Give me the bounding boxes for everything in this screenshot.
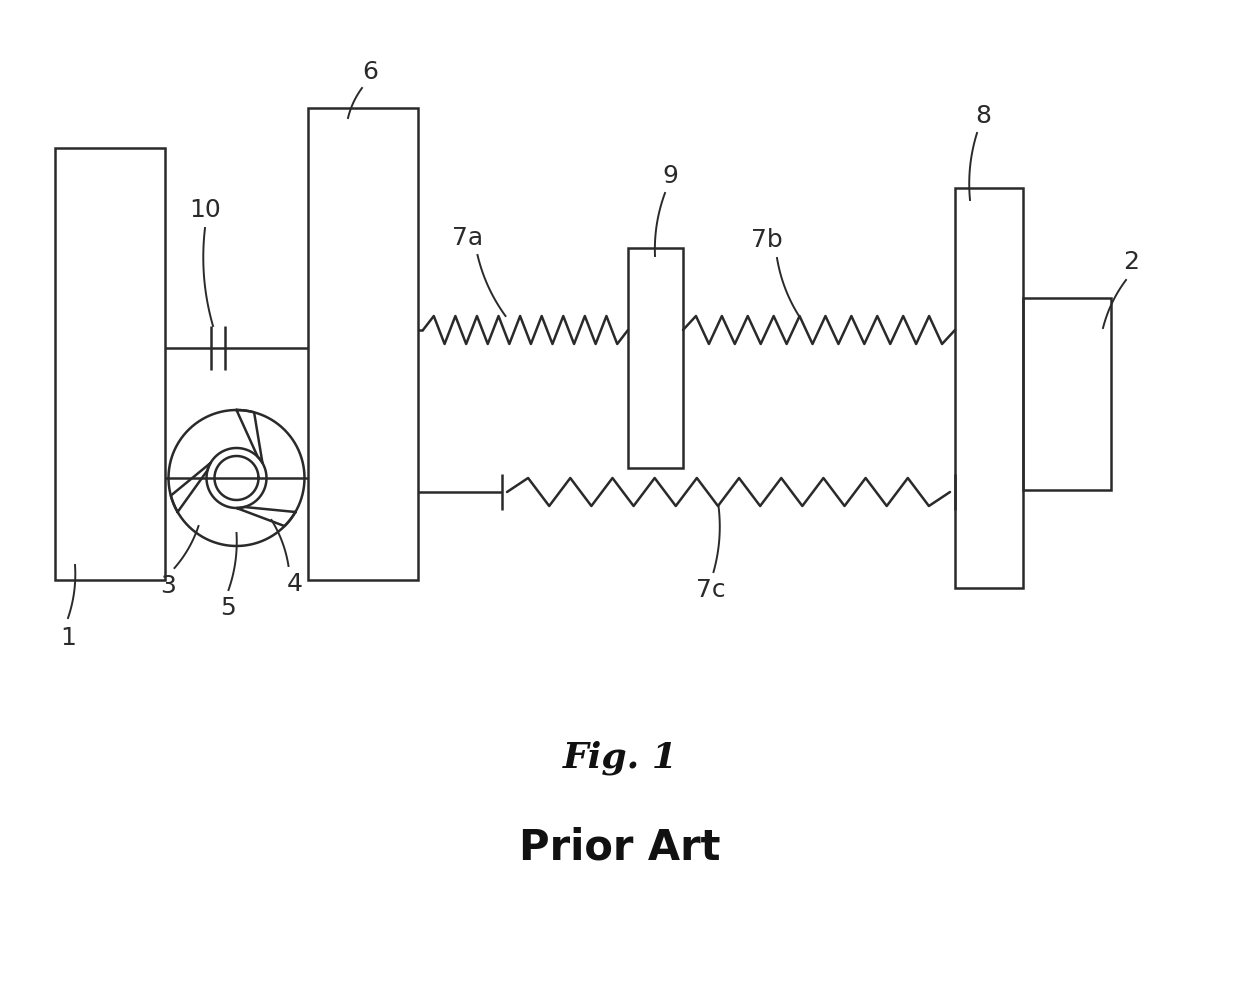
- Text: 4: 4: [286, 572, 303, 596]
- Text: 8: 8: [975, 104, 991, 128]
- Text: 5: 5: [221, 596, 237, 620]
- Text: Prior Art: Prior Art: [520, 827, 720, 869]
- Bar: [55, 148, 165, 580]
- Text: 6: 6: [362, 60, 378, 84]
- Bar: [627, 248, 683, 468]
- Text: 1: 1: [60, 626, 76, 650]
- Text: 9: 9: [662, 164, 678, 188]
- Text: 10: 10: [190, 198, 221, 222]
- Text: 7c: 7c: [696, 578, 725, 602]
- Bar: [308, 108, 418, 580]
- Text: 7a: 7a: [451, 226, 484, 250]
- Bar: [955, 188, 1023, 588]
- Text: 7b: 7b: [751, 228, 782, 252]
- Text: 3: 3: [160, 574, 176, 598]
- Bar: [1023, 298, 1111, 490]
- Text: Fig. 1: Fig. 1: [563, 740, 677, 775]
- Text: 2: 2: [1123, 250, 1140, 274]
